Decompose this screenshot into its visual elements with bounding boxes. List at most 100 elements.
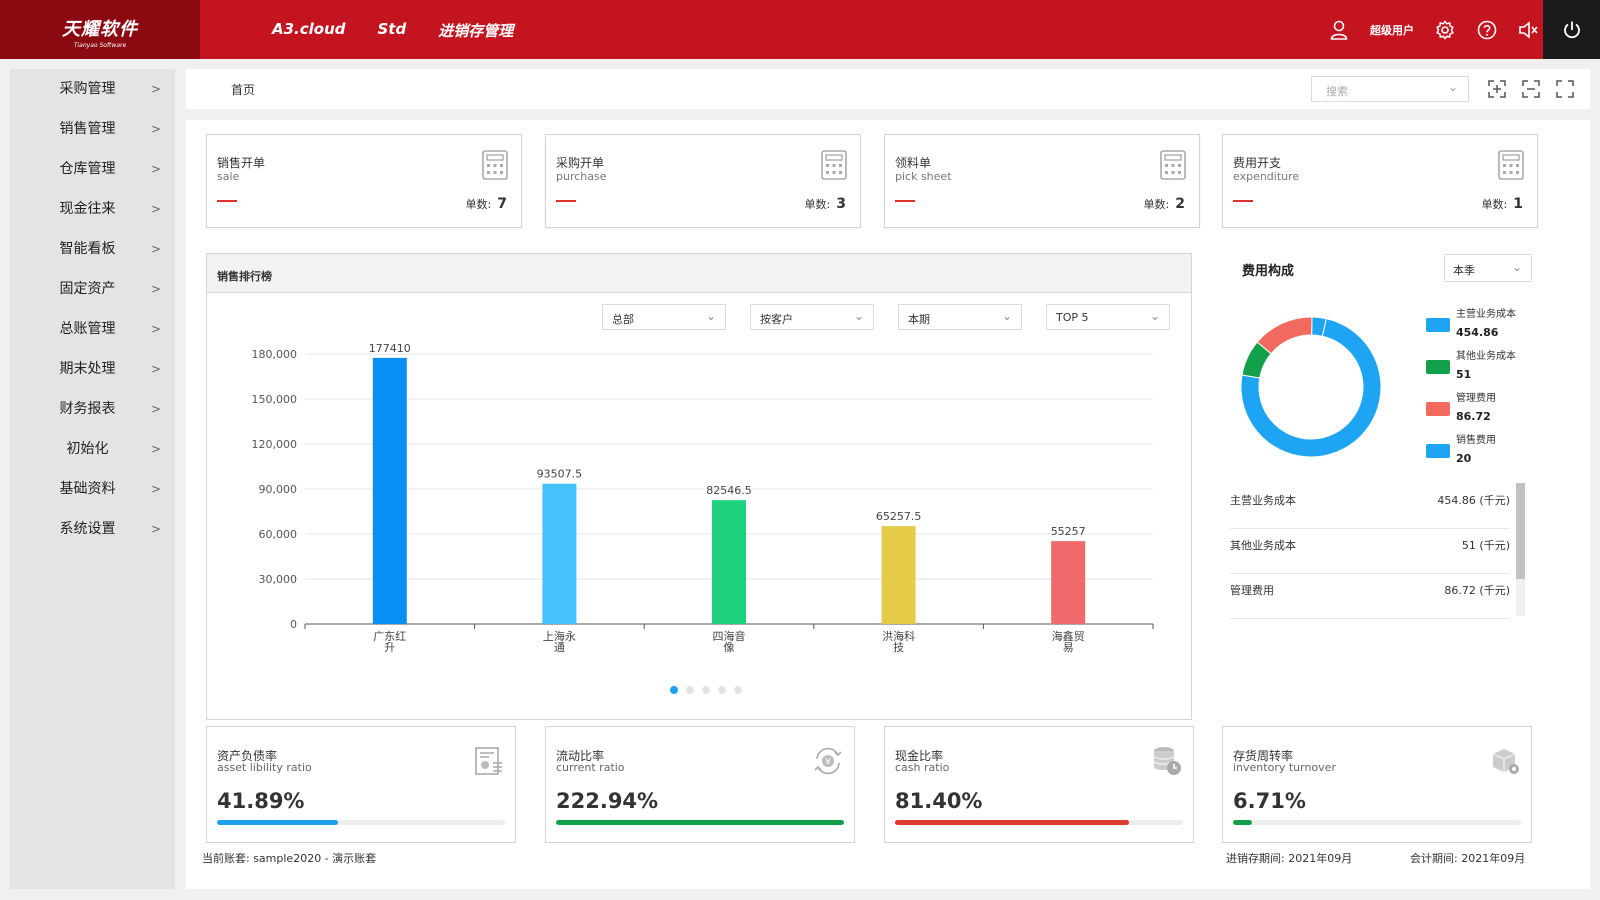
sidebar-item-init[interactable]: 初始化 > [10,429,175,469]
chevron-right-icon: > [150,362,161,376]
gear-icon[interactable] [1434,19,1456,41]
filter-branch-select[interactable]: 总部 ⌄ [602,304,726,330]
sidebar-item-label: 现金往来 [59,201,116,217]
sidebar-item-label: 销售管理 [59,121,116,137]
sidebar-item-period-end[interactable]: 期末处理 > [10,349,175,389]
ratio-card-cash[interactable]: 现金比率 cash ratio 81.40% [884,726,1194,843]
legend-value: 86.72 [1456,410,1491,423]
sidebar-item-sales[interactable]: 销售管理 > [10,109,175,149]
nav-module-title[interactable]: 进销存管理 [438,22,514,40]
y-tick-label: 0 [290,618,297,631]
current-account: 当前账套: sample2020 - 演示账套 [202,852,377,865]
sidebar-item-cash[interactable]: 现金往来 > [10,189,175,229]
breadcrumb-home[interactable]: 首页 [231,83,256,97]
card-subtitle: purchase [556,170,607,183]
chevron-down-icon: ⌄ [705,309,716,323]
nav-a3cloud[interactable]: A3.cloud [272,20,346,38]
add-view-icon[interactable] [1486,78,1508,100]
filter-dimension-select[interactable]: 按客户 ⌄ [750,304,874,330]
carousel-dot[interactable] [702,686,710,694]
filter-value: 本期 [908,313,930,326]
search-select[interactable]: 搜索 ⌄ [1311,76,1469,102]
card-accent-line [217,200,237,202]
fullscreen-icon[interactable] [1554,78,1576,100]
y-tick-label: 150,000 [252,393,298,406]
sidebar-item-label: 基础资料 [59,481,116,497]
logo[interactable]: 天耀软件 Tianyao Software [0,0,200,59]
carousel-dot[interactable] [718,686,726,694]
card-title: 采购开单 [556,156,605,170]
card-title: 销售开单 [217,156,266,170]
x-tick-label: 技 [893,641,904,654]
summary-card-expenditure[interactable]: 费用开支 expenditure 单数: 1 [1222,134,1538,228]
sidebar-item-label: 系统设置 [59,521,116,537]
accounting-period: 会计期间: 2021年09月 [1410,852,1526,865]
search-placeholder: 搜索 [1326,85,1348,98]
legend-swatch [1426,444,1450,458]
sidebar-item-warehouse[interactable]: 仓库管理 > [10,149,175,189]
carousel-dot[interactable] [734,686,742,694]
ratio-title: 流动比率 [556,749,605,763]
legend-value: 454.86 [1456,326,1499,339]
ratio-progress-fill [895,820,1130,825]
x-tick-label: 像 [724,641,735,654]
donut-slice [1256,316,1313,355]
sidebar-item-reports[interactable]: 财务报表 > [10,389,175,429]
card-subtitle: sale [217,170,240,183]
count-value: 2 [1175,196,1185,212]
expense-value: 454.86 (千元) [1437,494,1510,507]
legend-item[interactable]: 其他业务成本 51 [1426,350,1516,392]
sidebar-item-basic-data[interactable]: 基础资料 > [10,469,175,509]
ratio-card-asset-liability[interactable]: 资产负债率 asset libility ratio 41.89% [206,726,516,843]
help-icon[interactable] [1476,19,1498,41]
sidebar-item-settings[interactable]: 系统设置 > [10,509,175,549]
breadcrumb-bar: 首页 搜索 ⌄ [186,69,1590,109]
summary-card-purchase[interactable]: 采购开单 purchase 单数: 3 [545,134,861,228]
x-tick-label: 易 [1063,641,1074,654]
x-tick-label: 四海音 [713,629,746,643]
ratio-progress-bar [1233,820,1521,825]
carousel-dot[interactable] [686,686,694,694]
carousel-dot[interactable] [670,686,678,694]
legend-name: 其他业务成本 [1456,351,1516,362]
sidebar-item-label: 仓库管理 [59,161,116,177]
minimize-view-icon[interactable] [1520,78,1542,100]
main-content: 销售开单 sale 单数: 7 采购开单 purchase 单数: 3 领料单 pi… [186,120,1590,889]
chevron-right-icon: > [150,162,161,176]
chevron-right-icon: > [150,322,161,336]
sidebar-item-label: 总账管理 [59,321,116,337]
filter-top-select[interactable]: TOP 5 ⌄ [1046,304,1170,330]
sidebar-item-purchase[interactable]: 采购管理 > [10,69,175,109]
summary-card-sale[interactable]: 销售开单 sale 单数: 7 [206,134,522,228]
ratio-title: 现金比率 [895,749,944,763]
bar-value-label: 93507.5 [537,468,583,481]
summary-card-pick-sheet[interactable]: 领料单 pick sheet 单数: 2 [884,134,1200,228]
sidebar-item-fixed-assets[interactable]: 固定资产 > [10,269,175,309]
sidebar-item-dashboard[interactable]: 智能看板 > [10,229,175,269]
ratio-card-current[interactable]: 流动比率 current ratio 222.94% ¥ [545,726,855,843]
legend-item[interactable]: 主营业务成本 454.86 [1426,308,1516,350]
legend-value: 20 [1456,452,1472,465]
sidebar-item-ledger[interactable]: 总账管理 > [10,309,175,349]
bar-value-label: 177410 [369,342,411,355]
inventory-period: 进销存期间: 2021年09月 [1226,852,1353,865]
scrollbar-thumb[interactable] [1516,483,1525,579]
ratio-card-inventory[interactable]: 存货周转率 inventory turnover 6.71% [1222,726,1532,843]
legend-item[interactable]: 管理费用 86.72 [1426,392,1516,434]
user-name[interactable]: 超级用户 [1370,23,1414,37]
nav-std[interactable]: Std [377,20,407,38]
expense-period-select[interactable]: 本季 ⌄ [1444,254,1532,282]
legend-item[interactable]: 销售费用 20 [1426,434,1516,476]
chevron-right-icon: > [150,122,161,136]
filter-value: 按客户 [760,313,793,326]
ratio-subtitle: current ratio [556,761,625,774]
logout-button[interactable] [1543,0,1600,59]
expense-table-scrollbar[interactable] [1516,483,1525,616]
x-tick-label: 洪海科 [882,629,915,643]
top-nav: A3.cloud Std 进销存管理 [272,20,513,41]
filter-period-select[interactable]: 本期 ⌄ [898,304,1022,330]
user-icon[interactable] [1328,19,1350,41]
speaker-mute-icon[interactable] [1518,19,1540,41]
x-tick-label: 海鑫贸 [1052,629,1085,643]
sidebar-item-label: 采购管理 [59,81,116,97]
